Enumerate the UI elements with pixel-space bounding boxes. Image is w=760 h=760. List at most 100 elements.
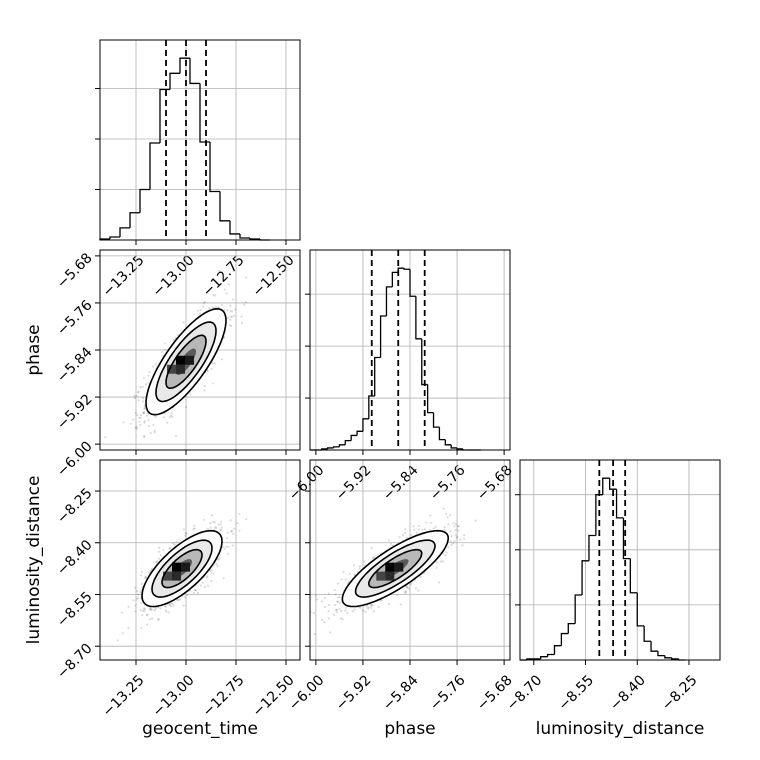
density-peak [172, 571, 181, 581]
sample-point [447, 523, 450, 526]
sample-point [456, 525, 459, 528]
sample-point [127, 627, 130, 630]
sample-point [333, 588, 336, 592]
sample-point [159, 607, 162, 610]
hist-bin [109, 236, 120, 239]
hist-bin [239, 233, 250, 239]
sample-point [233, 527, 236, 530]
sample-point [164, 348, 167, 351]
sample-point [212, 382, 215, 385]
sample-point [150, 608, 153, 611]
sample-point [220, 526, 223, 529]
sample-point [174, 435, 177, 438]
sample-point [137, 597, 140, 600]
sample-point [229, 304, 232, 307]
sample-point [168, 602, 171, 606]
sample-point [417, 589, 420, 592]
sample-point [182, 528, 185, 531]
density-peak [172, 562, 181, 572]
sample-point [409, 583, 412, 586]
sample-point [414, 587, 418, 590]
density-peak [385, 571, 395, 581]
sample-point [164, 342, 167, 345]
sample-point [463, 534, 466, 537]
sample-point [148, 607, 151, 610]
sample-point [387, 539, 390, 542]
sample-point [363, 560, 366, 563]
sample-point [425, 521, 428, 524]
sample-point [314, 594, 317, 597]
sample-point [461, 544, 464, 547]
sample-point [212, 520, 215, 524]
sample-point [453, 525, 456, 528]
sample-point [345, 578, 348, 581]
sample-point [334, 593, 337, 596]
hist-bin [444, 439, 452, 446]
sample-point [406, 585, 409, 588]
sample-point [144, 577, 147, 580]
sample-point [158, 557, 161, 560]
sample-point [138, 420, 141, 423]
hist-bin [609, 478, 617, 490]
sample-point [445, 512, 448, 516]
sample-point [328, 603, 331, 607]
sample-point [169, 547, 172, 550]
sample-point [351, 610, 354, 613]
sample-point [157, 618, 160, 621]
sample-point [177, 333, 180, 337]
sample-point [209, 570, 212, 573]
sample-point [377, 606, 380, 609]
sample-point [229, 315, 232, 318]
sample-point [189, 392, 192, 395]
sample-point [380, 599, 383, 602]
sample-point [147, 382, 150, 385]
sample-point [182, 604, 185, 607]
sample-point [335, 608, 338, 612]
sample-point [336, 600, 339, 603]
sample-point [231, 544, 234, 547]
hist-bin [553, 645, 562, 655]
sample-point [359, 606, 362, 609]
sample-point [152, 423, 155, 427]
sample-point [336, 596, 339, 599]
sample-point [140, 570, 143, 573]
hist-bin [432, 412, 440, 428]
sample-point [170, 412, 173, 415]
hist-bin [374, 356, 381, 396]
sample-point [203, 385, 206, 388]
sample-point [229, 324, 233, 328]
sample-point [141, 385, 144, 389]
sample-point [161, 350, 164, 353]
sample-point [185, 406, 188, 409]
sample-point [143, 405, 146, 408]
sample-point [439, 560, 443, 563]
sample-point [334, 608, 338, 612]
sample-point [403, 591, 407, 594]
sample-point [405, 586, 408, 589]
sample-point [230, 316, 234, 319]
sample-point [185, 532, 188, 535]
sample-point [329, 631, 332, 634]
sample-point [434, 525, 437, 529]
sample-point [141, 609, 144, 612]
sample-point [143, 407, 146, 411]
sample-point [144, 575, 147, 578]
sample-point [143, 420, 146, 423]
sample-point [229, 309, 232, 313]
sample-point [154, 415, 157, 418]
sample-point [178, 599, 181, 602]
sample-point [367, 606, 370, 609]
sample-point [139, 591, 142, 594]
hist-bin [229, 220, 240, 235]
sample-point [226, 308, 229, 311]
sample-point [184, 531, 187, 535]
sample-point [140, 574, 143, 577]
sample-point [146, 613, 149, 616]
sample-point [140, 582, 143, 585]
sample-point [202, 518, 205, 521]
sample-point [148, 371, 151, 374]
hist-bin [391, 271, 399, 287]
sample-point [140, 626, 143, 629]
x-axis-label-luminosity-distance: luminosity_distance [536, 719, 705, 739]
